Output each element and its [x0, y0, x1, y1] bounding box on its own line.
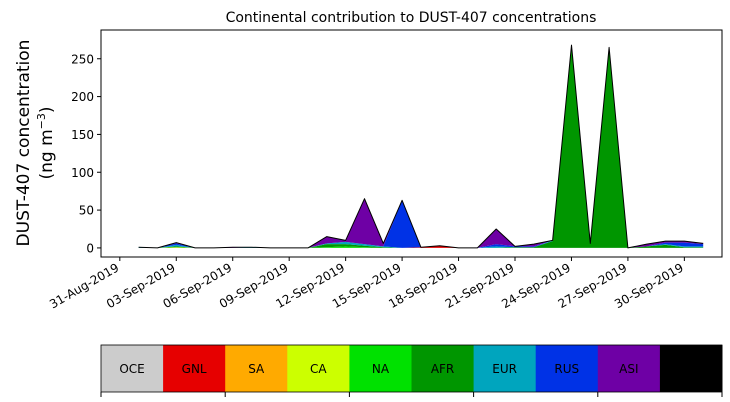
- colorbar-frame: [100, 344, 723, 393]
- y-tick-label: 100: [71, 166, 94, 180]
- colorbar-swatch-sa: [225, 345, 288, 392]
- y-axis-unit-suffix: ): [37, 106, 57, 113]
- y-axis-unit-exponent: −3: [35, 113, 48, 129]
- y-axis-label-line1: DUST-407 concentration: [14, 40, 34, 247]
- y-tick-label: 0: [86, 241, 94, 255]
- colorbar-label-afr: AFR: [431, 362, 454, 376]
- colorbar-swatch-asi: [597, 345, 661, 392]
- y-axis-label: DUST-407 concentration (ng m−3): [14, 40, 57, 247]
- chart-title: Continental contribution to DUST-407 con…: [226, 10, 597, 26]
- colorbar-label-sa: SA: [248, 362, 265, 376]
- colorbar-swatch-ca: [287, 345, 350, 392]
- colorbar-swatch-gnl: [163, 345, 226, 392]
- colorbar-label-aus: AUS: [679, 362, 704, 376]
- y-tick-label: 50: [79, 204, 94, 218]
- colorbar-label-oce: OCE: [119, 362, 144, 376]
- colorbar-swatch-aus: [659, 345, 723, 392]
- y-axis-label-line2: (ng m−3): [35, 106, 57, 179]
- y-axis-unit-prefix: (ng m: [37, 129, 57, 179]
- plot-frame: [100, 29, 723, 258]
- y-tick-label: 250: [71, 52, 94, 66]
- y-axis-ticks: 0 50 100 150 200 250: [71, 52, 101, 255]
- colorbar-label-rus: RUS: [554, 362, 579, 376]
- colorbar-swatch-na: [349, 345, 412, 392]
- y-tick-label: 200: [71, 90, 94, 104]
- colorbar-label-asi: ASI: [619, 362, 638, 376]
- x-axis-ticks: 31-Aug-201903-Sep-201906-Sep-201909-Sep-…: [47, 257, 686, 311]
- colorbar-label-eur: EUR: [492, 362, 517, 376]
- colorbar-swatch-afr: [411, 345, 475, 392]
- colorbar-label-na: NA: [372, 362, 390, 376]
- total-outline: [138, 44, 704, 249]
- colorbar-swatch-eur: [473, 345, 537, 392]
- colorbar-swatch-rus: [535, 345, 599, 392]
- colorbar-label-ca: CA: [310, 362, 327, 376]
- continent-colorbar: OCE GNL SA CA NA AFR EUR RUS ASI AUS: [100, 344, 723, 397]
- y-tick-label: 150: [71, 128, 94, 142]
- area-afr: [138, 45, 704, 248]
- colorbar-swatch-oce: [101, 345, 164, 392]
- colorbar-label-gnl: GNL: [182, 362, 207, 376]
- stacked-areas: [138, 44, 704, 249]
